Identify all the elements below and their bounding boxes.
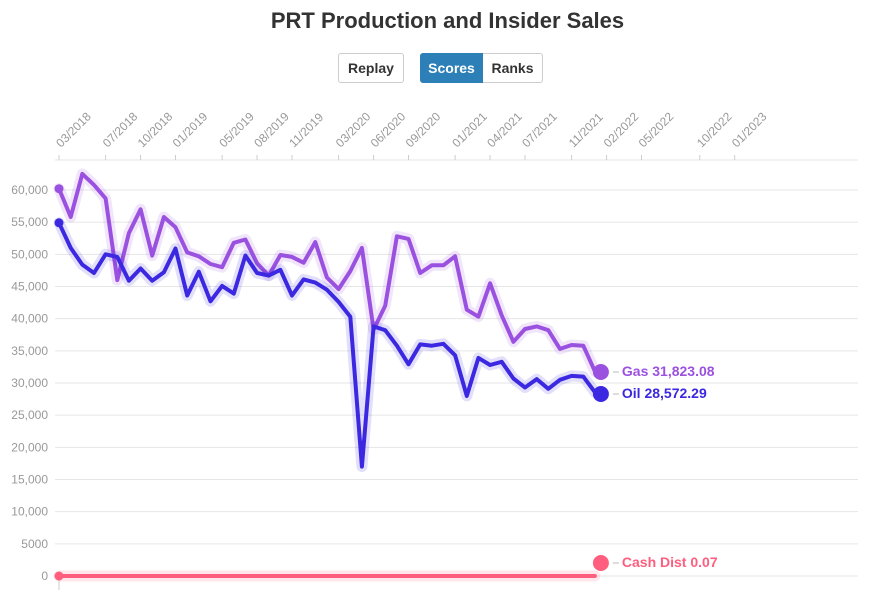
x-tick-label: 01/2019 — [170, 109, 211, 150]
end-label-oil: Oil 28,572.29 — [622, 385, 707, 401]
end-label-cash-dist: Cash Dist 0.07 — [622, 554, 718, 570]
x-tick-label: 10/2022 — [694, 109, 735, 150]
y-tick-label: 25,000 — [11, 408, 48, 422]
series-line-gas — [57, 171, 597, 374]
y-tick-label: 20,000 — [11, 440, 48, 454]
series-end-point — [592, 555, 609, 571]
x-tick-label: 08/2019 — [251, 109, 292, 150]
y-tick-label: 35,000 — [11, 344, 48, 358]
x-tick-label: 07/2021 — [519, 109, 560, 150]
x-tick-label: 01/2023 — [729, 109, 770, 150]
y-tick-label: 0 — [41, 569, 48, 583]
axes: 0 5000 10,000 15,000 20,000 25,000 30,000 35,00… — [11, 109, 770, 590]
y-tick-label: 30,000 — [11, 376, 48, 390]
series-line-oil — [57, 220, 597, 469]
y-tick-label: 60,000 — [11, 183, 48, 197]
series-end-point — [592, 364, 609, 380]
series-start-point — [54, 184, 64, 194]
x-tick-label: 02/2022 — [601, 109, 642, 150]
end-labels: Gas 31,823.08 Oil 28,572.29 Cash Dist 0.07 — [612, 363, 718, 570]
x-tick-label: 06/2020 — [368, 109, 409, 150]
x-tick-label: 07/2018 — [100, 109, 141, 150]
series-start-point — [54, 218, 64, 228]
chart-title: PRT Production and Insider Sales — [270, 8, 625, 33]
x-tick-label: 04/2021 — [484, 109, 525, 150]
series-start-point — [54, 571, 64, 581]
grid — [55, 159, 858, 577]
series-end-point — [592, 386, 609, 402]
y-tick-label: 10,000 — [11, 505, 48, 519]
x-tick-label: 01/2021 — [449, 109, 490, 150]
y-tick-label: 40,000 — [11, 312, 48, 326]
y-tick-label: 50,000 — [11, 247, 48, 261]
ranks-button[interactable]: Ranks — [483, 53, 543, 83]
x-tick-label: 03/2018 — [53, 109, 94, 150]
y-tick-label: 45,000 — [11, 280, 48, 294]
y-tick-label: 55,000 — [11, 215, 48, 229]
x-tick-label: 11/2019 — [286, 110, 326, 150]
x-tick-label: 03/2020 — [333, 109, 374, 150]
replay-button[interactable]: Replay — [338, 53, 404, 83]
y-tick-label: 5000 — [21, 537, 48, 551]
x-tick-label: 05/2019 — [216, 109, 257, 150]
x-tick-label: 09/2020 — [403, 109, 444, 150]
x-tick-label: 10/2018 — [135, 109, 176, 150]
x-tick-label: 11/2021 — [566, 110, 606, 150]
x-tick-label: 05/2022 — [636, 109, 677, 150]
y-tick-label: 15,000 — [11, 473, 48, 487]
scores-button[interactable]: Scores — [420, 53, 483, 83]
end-label-gas: Gas 31,823.08 — [622, 363, 715, 379]
series — [53, 168, 609, 582]
